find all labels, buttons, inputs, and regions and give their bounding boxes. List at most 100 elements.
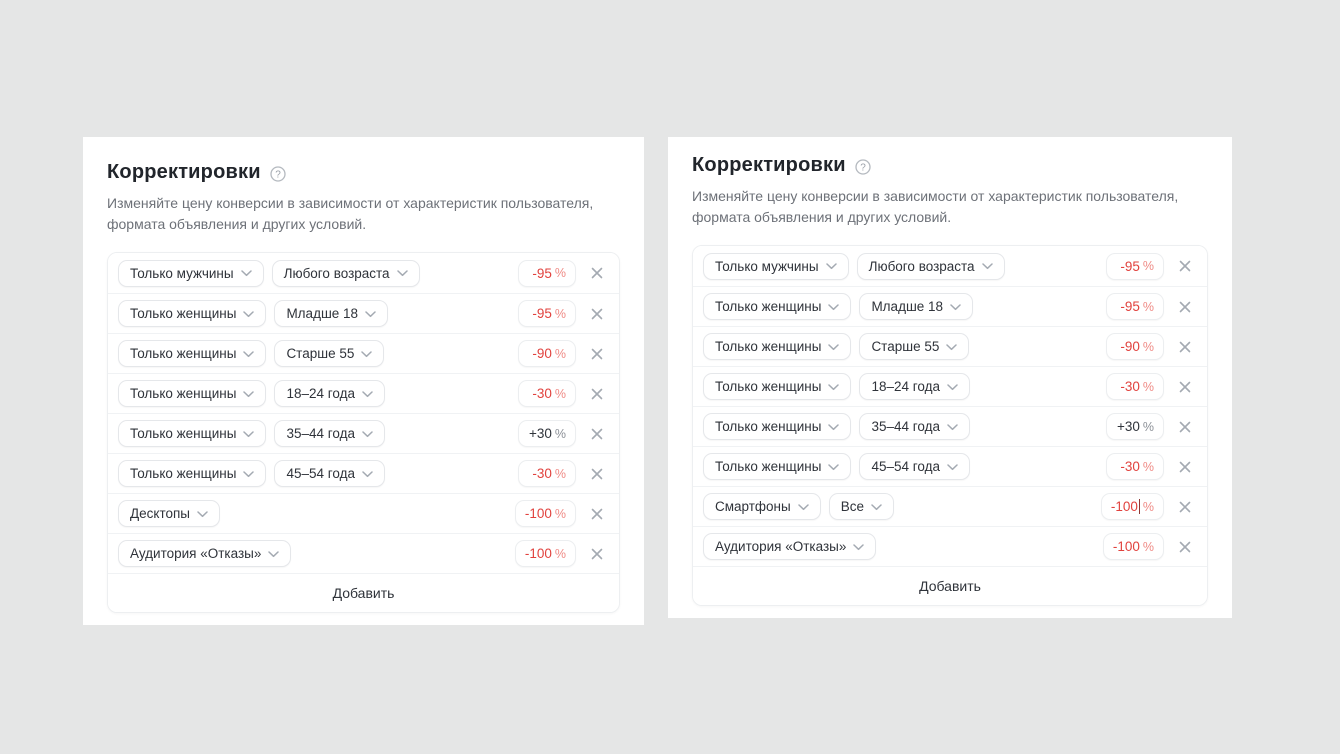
- adjustment-row: Смартфоны Все -100%: [693, 486, 1207, 526]
- percent-suffix: %: [1142, 299, 1154, 314]
- remove-row-button[interactable]: [1172, 374, 1198, 400]
- condition-dropdown[interactable]: 35–44 года: [274, 420, 385, 447]
- adjustment-value-input[interactable]: -30%: [1106, 453, 1164, 480]
- remove-row-button[interactable]: [1172, 454, 1198, 480]
- condition-chips: Аудитория «Отказы»: [118, 540, 515, 567]
- remove-row-button[interactable]: [584, 501, 610, 527]
- condition-dropdown-label: Аудитория «Отказы»: [715, 539, 847, 554]
- adjustment-value-input[interactable]: +30%: [1106, 413, 1164, 440]
- condition-dropdown-label: Только женщины: [715, 339, 822, 354]
- condition-dropdown[interactable]: Любого возраста: [271, 259, 420, 287]
- adjustment-value: -30: [1120, 459, 1140, 474]
- condition-dropdown[interactable]: 45–54 года: [274, 460, 385, 487]
- chevron-down-icon: [362, 430, 373, 438]
- condition-dropdown[interactable]: Смартфоны: [703, 493, 821, 520]
- remove-row-button[interactable]: [1172, 414, 1198, 440]
- condition-dropdown-label: 35–44 года: [286, 426, 355, 441]
- adjustment-value-input[interactable]: -90%: [518, 340, 576, 367]
- condition-dropdown[interactable]: Только женщины: [118, 300, 267, 327]
- adjustment-row: Только женщины 35–44 года +30%: [693, 406, 1207, 446]
- remove-row-button[interactable]: [1172, 294, 1198, 320]
- condition-dropdown[interactable]: Только мужчины: [703, 252, 849, 280]
- adjustment-value: -100: [1112, 539, 1140, 554]
- condition-dropdown-label: Только женщины: [130, 306, 237, 321]
- condition-dropdown[interactable]: 18–24 года: [859, 373, 970, 400]
- adjustment-value-input[interactable]: -30%: [1106, 373, 1164, 400]
- adjustment-value-input[interactable]: -95%: [518, 300, 576, 327]
- chevron-down-icon: [828, 343, 840, 351]
- remove-row-button[interactable]: [584, 381, 610, 407]
- condition-dropdown[interactable]: Аудитория «Отказы»: [118, 540, 292, 567]
- adjustment-value-input[interactable]: -95%: [1106, 252, 1164, 280]
- question-circle-icon[interactable]: ?: [855, 158, 871, 175]
- condition-dropdown-label: Десктопы: [130, 506, 191, 521]
- condition-dropdown-label: Только женщины: [715, 379, 822, 394]
- adjustment-value: -100: [1110, 499, 1138, 514]
- condition-dropdown[interactable]: Только женщины: [118, 460, 267, 487]
- remove-row-button[interactable]: [584, 541, 610, 567]
- condition-dropdown-label: Смартфоны: [715, 499, 791, 514]
- remove-row-button[interactable]: [584, 461, 610, 487]
- add-adjustment-button[interactable]: Добавить: [108, 573, 619, 612]
- panel-header: Корректировки ?: [107, 161, 620, 184]
- adjustment-row: Только женщины 18–24 года -30%: [693, 366, 1207, 406]
- remove-row-button[interactable]: [1172, 253, 1198, 279]
- condition-dropdown[interactable]: Только мужчины: [118, 259, 264, 287]
- adjustment-value-input[interactable]: -90%: [1106, 333, 1164, 360]
- chevron-down-icon: [871, 503, 882, 511]
- percent-suffix: %: [554, 386, 566, 401]
- condition-dropdown[interactable]: Только женщины: [703, 413, 852, 440]
- adjustment-value-input[interactable]: -100%: [514, 540, 576, 567]
- condition-dropdown[interactable]: Только женщины: [703, 373, 852, 400]
- condition-chips: Смартфоны Все: [703, 493, 1101, 520]
- chevron-down-icon: [243, 310, 255, 318]
- remove-row-button[interactable]: [584, 341, 610, 367]
- adjustment-value-input[interactable]: -30%: [518, 460, 576, 487]
- condition-dropdown[interactable]: Младше 18: [859, 293, 974, 320]
- condition-dropdown[interactable]: Десктопы: [118, 500, 221, 527]
- remove-row-button[interactable]: [584, 260, 610, 286]
- condition-dropdown[interactable]: Старше 55: [274, 340, 385, 367]
- chevron-down-icon: [981, 263, 993, 270]
- condition-dropdown[interactable]: Старше 55: [859, 333, 970, 360]
- condition-dropdown[interactable]: Младше 18: [274, 300, 389, 327]
- remove-row-button[interactable]: [1172, 534, 1198, 560]
- add-adjustment-button[interactable]: Добавить: [693, 566, 1207, 605]
- close-icon: [591, 508, 603, 519]
- remove-row-button[interactable]: [584, 301, 610, 327]
- remove-row-button[interactable]: [584, 421, 610, 447]
- condition-dropdown[interactable]: Любого возраста: [856, 252, 1005, 280]
- condition-dropdown[interactable]: Только женщины: [118, 420, 267, 447]
- adjustment-value: -100: [524, 546, 552, 561]
- chevron-down-icon: [825, 263, 837, 270]
- condition-dropdown[interactable]: Только женщины: [703, 293, 852, 320]
- chevron-down-icon: [947, 423, 958, 431]
- close-icon: [591, 548, 603, 559]
- panel-description: Изменяйте цену конверсии в зависимости о…: [107, 195, 594, 232]
- close-icon: [591, 388, 603, 399]
- condition-dropdown[interactable]: 18–24 года: [274, 380, 385, 407]
- condition-dropdown[interactable]: Только женщины: [703, 333, 852, 360]
- condition-dropdown-label: Только женщины: [715, 299, 822, 314]
- close-icon: [1179, 301, 1191, 312]
- remove-row-button[interactable]: [1172, 334, 1198, 360]
- adjustment-value-input[interactable]: -95%: [518, 259, 576, 287]
- adjustments-panel-right: Корректировки ? Изменяйте цену конверсии…: [668, 137, 1232, 618]
- condition-dropdown[interactable]: 45–54 года: [859, 453, 970, 480]
- condition-dropdown[interactable]: Только женщины: [118, 340, 267, 367]
- condition-dropdown[interactable]: Только женщины: [703, 453, 852, 480]
- question-circle-icon[interactable]: ?: [270, 165, 286, 182]
- adjustment-value-input[interactable]: -30%: [518, 380, 576, 407]
- adjustment-value-input[interactable]: -100%: [514, 500, 576, 527]
- adjustment-value-input[interactable]: -95%: [1106, 293, 1164, 320]
- condition-dropdown[interactable]: Только женщины: [118, 380, 267, 407]
- condition-dropdown[interactable]: Все: [828, 493, 894, 520]
- adjustment-value-input[interactable]: +30%: [518, 420, 576, 447]
- chevron-down-icon: [243, 430, 255, 438]
- adjustment-value-input[interactable]: -100%: [1102, 533, 1164, 560]
- remove-row-button[interactable]: [1172, 494, 1198, 520]
- condition-dropdown[interactable]: Аудитория «Отказы»: [703, 533, 877, 560]
- adjustment-row: Только женщины Старше 55 -90%: [108, 333, 619, 373]
- condition-dropdown[interactable]: 35–44 года: [859, 413, 970, 440]
- adjustment-value-input[interactable]: -100%: [1100, 493, 1164, 520]
